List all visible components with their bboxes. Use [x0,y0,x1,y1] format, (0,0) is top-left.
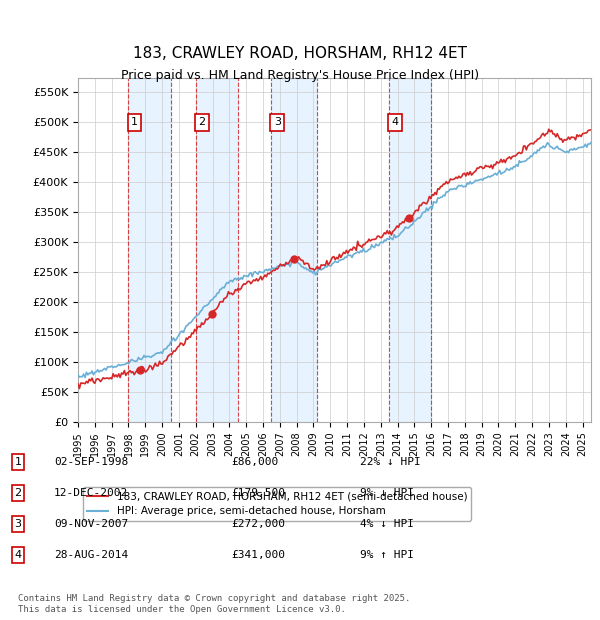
Text: 1: 1 [131,117,138,127]
Text: 09-NOV-2007: 09-NOV-2007 [54,519,128,529]
Text: 9% ↓ HPI: 9% ↓ HPI [360,488,414,498]
Bar [196,78,238,422]
Text: 9% ↑ HPI: 9% ↑ HPI [360,550,414,560]
Text: 4% ↓ HPI: 4% ↓ HPI [360,519,414,529]
Bar [389,78,431,422]
Text: £272,000: £272,000 [231,519,285,529]
Text: £341,000: £341,000 [231,550,285,560]
Text: Price paid vs. HM Land Registry's House Price Index (HPI): Price paid vs. HM Land Registry's House … [121,69,479,81]
Text: 02-SEP-1998: 02-SEP-1998 [54,457,128,467]
Bar [271,78,317,422]
Text: Contains HM Land Registry data © Crown copyright and database right 2025.
This d: Contains HM Land Registry data © Crown c… [18,595,410,614]
Text: 4: 4 [391,117,398,127]
Text: 22% ↓ HPI: 22% ↓ HPI [360,457,421,467]
Text: £179,500: £179,500 [231,488,285,498]
Text: 3: 3 [274,117,281,127]
Text: 2: 2 [198,117,205,127]
Text: 2: 2 [14,488,22,498]
Text: 183, CRAWLEY ROAD, HORSHAM, RH12 4ET: 183, CRAWLEY ROAD, HORSHAM, RH12 4ET [133,46,467,61]
Text: £86,000: £86,000 [231,457,278,467]
Text: 28-AUG-2014: 28-AUG-2014 [54,550,128,560]
Text: 1: 1 [14,457,22,467]
Text: 12-DEC-2002: 12-DEC-2002 [54,488,128,498]
Text: 3: 3 [14,519,22,529]
Legend: 183, CRAWLEY ROAD, HORSHAM, RH12 4ET (semi-detached house), HPI: Average price, : 183, CRAWLEY ROAD, HORSHAM, RH12 4ET (se… [83,487,472,521]
Text: 4: 4 [14,550,22,560]
Bar [128,78,170,422]
